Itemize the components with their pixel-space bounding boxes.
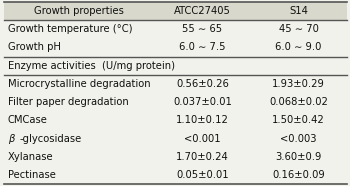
Text: S14: S14 [289, 6, 308, 16]
Text: Microcrystalline degradation: Microcrystalline degradation [8, 79, 150, 89]
Text: Growth properties: Growth properties [34, 6, 124, 16]
Text: ATCC27405: ATCC27405 [174, 6, 231, 16]
Text: Pectinase: Pectinase [8, 170, 56, 180]
Text: 0.16±0.09: 0.16±0.09 [272, 170, 325, 180]
Text: 55 ∼ 65: 55 ∼ 65 [182, 24, 223, 34]
Text: Filter paper degradation: Filter paper degradation [8, 97, 128, 107]
Text: 6.0 ∼ 7.5: 6.0 ∼ 7.5 [179, 42, 226, 52]
Text: 45 ∼ 70: 45 ∼ 70 [279, 24, 318, 34]
Text: 1.10±0.12: 1.10±0.12 [176, 115, 229, 125]
Text: β: β [8, 134, 14, 144]
Text: 0.037±0.01: 0.037±0.01 [173, 97, 232, 107]
Text: <0.001: <0.001 [184, 134, 221, 144]
Text: Enzyme activities  (U/mg protein): Enzyme activities (U/mg protein) [8, 61, 175, 71]
Text: 1.93±0.29: 1.93±0.29 [272, 79, 325, 89]
Text: 0.56±0.26: 0.56±0.26 [176, 79, 229, 89]
Text: Growth pH: Growth pH [8, 42, 61, 52]
Text: 0.068±0.02: 0.068±0.02 [269, 97, 328, 107]
Text: 0.05±0.01: 0.05±0.01 [176, 170, 229, 180]
Text: <0.003: <0.003 [280, 134, 317, 144]
Bar [4, 2, 346, 20]
Text: 6.0 ∼ 9.0: 6.0 ∼ 9.0 [275, 42, 322, 52]
Text: CMCase: CMCase [8, 115, 48, 125]
Text: -glycosidase: -glycosidase [20, 134, 82, 144]
Text: 3.60±0.9: 3.60±0.9 [275, 152, 322, 162]
Text: Growth temperature (°C): Growth temperature (°C) [8, 24, 132, 34]
Text: 1.70±0.24: 1.70±0.24 [176, 152, 229, 162]
Text: Xylanase: Xylanase [8, 152, 53, 162]
Text: 1.50±0.42: 1.50±0.42 [272, 115, 325, 125]
